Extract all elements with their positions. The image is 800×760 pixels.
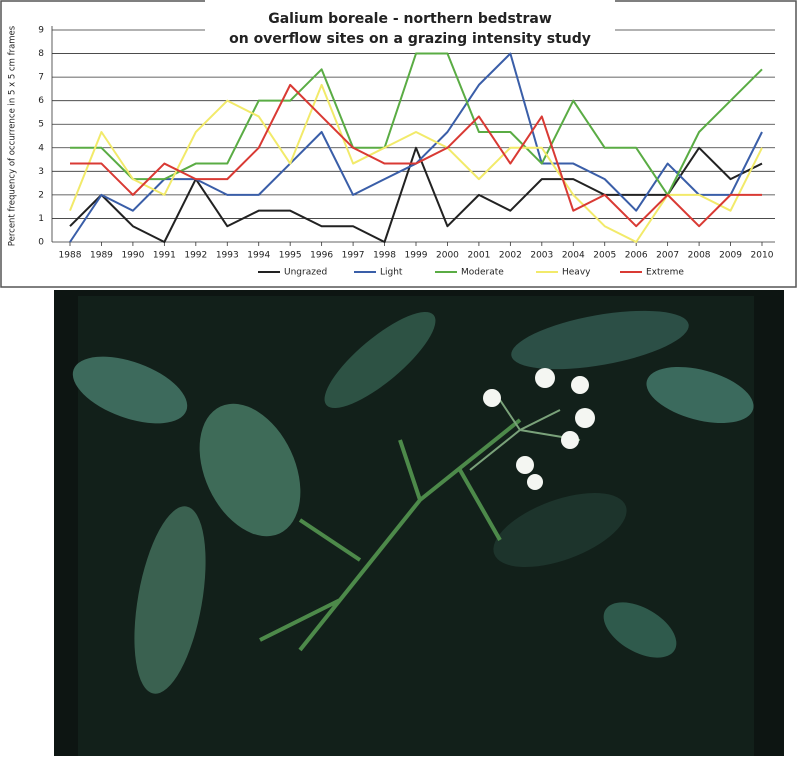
y-tick-label: 5 bbox=[38, 120, 44, 130]
y-tick-label: 4 bbox=[38, 143, 44, 153]
y-tick-label: 6 bbox=[38, 96, 44, 106]
x-tick-label: 1997 bbox=[342, 251, 365, 261]
x-tick-label: 2004 bbox=[562, 251, 585, 261]
x-tick-label: 2010 bbox=[751, 251, 774, 261]
legend-label: Ungrazed bbox=[284, 268, 327, 278]
series-line bbox=[70, 52, 763, 196]
x-tick-label: 1989 bbox=[90, 251, 113, 261]
legend-label: Heavy bbox=[562, 268, 591, 278]
x-tick-label: 1995 bbox=[279, 251, 302, 261]
x-tick-label: 1988 bbox=[59, 251, 82, 261]
y-tick-label: 7 bbox=[38, 73, 44, 83]
x-tick-label: 1990 bbox=[121, 251, 144, 261]
y-tick-label: 9 bbox=[38, 26, 44, 36]
legend-label: Extreme bbox=[646, 268, 684, 278]
y-tick-label: 8 bbox=[38, 49, 44, 59]
legend-label: Light bbox=[380, 268, 403, 278]
photo bbox=[54, 290, 784, 756]
x-tick-label: 2000 bbox=[436, 251, 459, 261]
y-axis-label: Percent frequency of occurrence in 5 x 5… bbox=[8, 25, 18, 246]
x-tick-label: 1994 bbox=[247, 251, 270, 261]
x-tick-label: 2009 bbox=[719, 251, 742, 261]
legend-label: Moderate bbox=[461, 268, 504, 278]
series-line bbox=[69, 83, 763, 243]
x-tick-label: 2005 bbox=[593, 251, 616, 261]
x-tick-label: 1996 bbox=[310, 251, 333, 261]
x-tick-label: 1991 bbox=[153, 251, 176, 261]
x-tick-label: 2008 bbox=[688, 251, 711, 261]
x-tick-label: 2003 bbox=[530, 251, 553, 261]
chart-subtitle: on overflow sites on a grazing intensity… bbox=[229, 31, 591, 47]
x-tick-label: 1993 bbox=[216, 251, 239, 261]
x-tick-label: 1992 bbox=[184, 251, 207, 261]
y-tick-label: 1 bbox=[38, 214, 44, 224]
title-box bbox=[205, 0, 615, 52]
series-line bbox=[70, 83, 762, 228]
chart-title: Galium boreale - northern bedstraw bbox=[268, 11, 552, 27]
x-tick-label: 1998 bbox=[373, 251, 396, 261]
x-tick-label: 2001 bbox=[467, 251, 490, 261]
y-tick-label: 2 bbox=[38, 190, 44, 200]
x-tick-label: 2002 bbox=[499, 251, 522, 261]
x-tick-label: 1999 bbox=[405, 251, 428, 261]
y-tick-label: 0 bbox=[38, 238, 44, 248]
x-tick-label: 2007 bbox=[656, 251, 679, 261]
x-tick-label: 2006 bbox=[625, 251, 648, 261]
y-tick-label: 3 bbox=[38, 167, 44, 177]
chart: 0 1 2 3 4 5 6 7 8 9 1988 1989 1990 1991 1992 1993 1994 19… bbox=[38, 26, 775, 278]
